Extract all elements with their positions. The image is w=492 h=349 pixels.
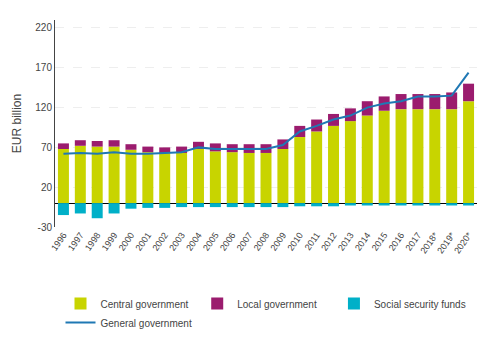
svg-text:2014: 2014	[353, 230, 373, 252]
svg-text:2005: 2005	[201, 230, 221, 252]
svg-text:2006: 2006	[218, 230, 238, 252]
svg-text:220: 220	[35, 22, 52, 33]
svg-text:Social security funds: Social security funds	[374, 299, 466, 310]
svg-text:-30: -30	[38, 222, 53, 233]
svg-text:120: 120	[35, 102, 52, 113]
svg-text:2011: 2011	[303, 230, 322, 252]
svg-text:2004: 2004	[184, 230, 204, 252]
svg-text:2017: 2017	[404, 230, 424, 252]
svg-text:2012: 2012	[319, 230, 339, 252]
svg-text:2020*: 2020*	[452, 230, 474, 255]
svg-text:2008: 2008	[252, 230, 272, 252]
svg-text:170: 170	[35, 62, 52, 73]
svg-text:1997: 1997	[66, 230, 86, 252]
svg-text:1999: 1999	[100, 230, 120, 252]
svg-text:2019*: 2019*	[435, 230, 457, 255]
svg-text:2016: 2016	[387, 230, 407, 252]
svg-text:2013: 2013	[336, 230, 356, 252]
svg-text:2018*: 2018*	[418, 230, 440, 255]
svg-text:2009: 2009	[269, 230, 289, 252]
svg-text:70: 70	[41, 142, 53, 153]
svg-text:2007: 2007	[235, 230, 255, 252]
svg-text:Local government: Local government	[237, 299, 317, 310]
svg-text:2002: 2002	[150, 230, 170, 252]
svg-text:Central government: Central government	[101, 299, 189, 310]
svg-text:2015: 2015	[370, 230, 390, 252]
svg-text:2003: 2003	[167, 230, 187, 252]
svg-text:1996: 1996	[49, 230, 69, 252]
svg-text:1998: 1998	[83, 230, 103, 252]
svg-text:20: 20	[41, 182, 53, 193]
svg-text:EUR billion: EUR billion	[10, 94, 24, 153]
svg-text:General government: General government	[101, 318, 192, 329]
svg-text:2010: 2010	[285, 230, 305, 252]
svg-text:2000: 2000	[117, 230, 137, 252]
svg-text:2001: 2001	[133, 230, 153, 252]
